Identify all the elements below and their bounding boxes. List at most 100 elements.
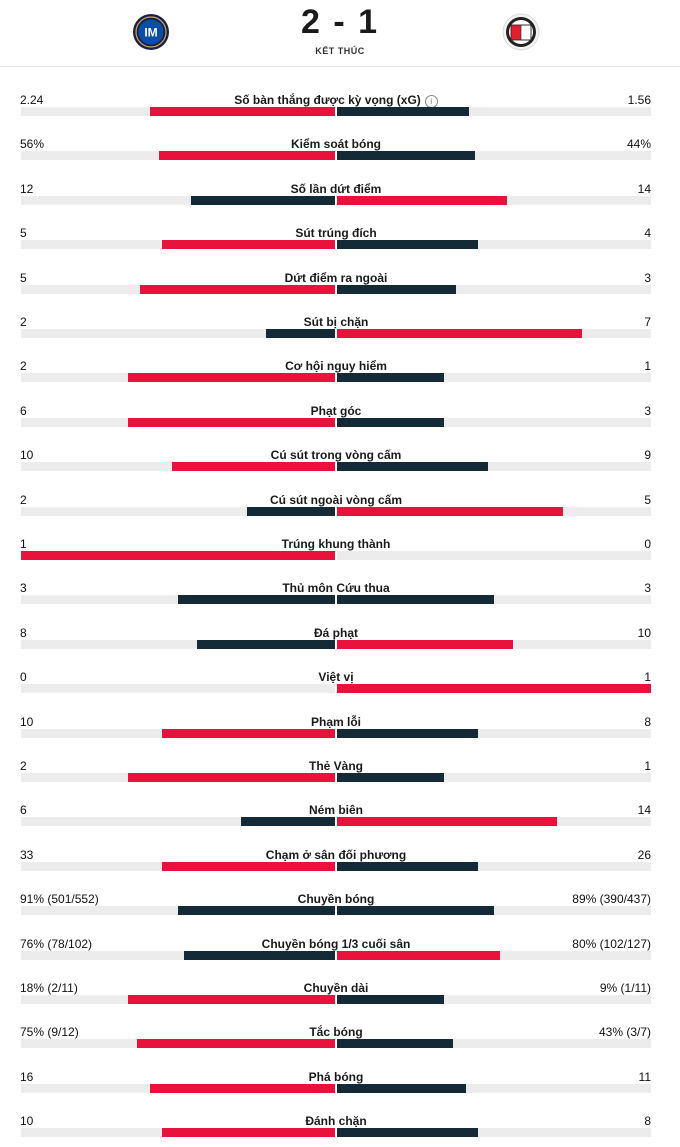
away-stat-value: 8: [644, 1114, 651, 1129]
home-stat-bar: [162, 861, 335, 871]
stat-row: 56% Kiểm soát bóng 44%: [0, 126, 680, 170]
stat-row: 10 Phạm lỗi 8: [0, 704, 680, 748]
away-stat-track: [337, 107, 651, 116]
stat-label-text: Tắc bóng: [309, 1025, 363, 1040]
away-stat-value: 0: [644, 537, 651, 551]
home-stat-track: [21, 995, 335, 1004]
stat-label: Phá bóng: [0, 1070, 672, 1084]
away-stat-bar: [337, 684, 651, 694]
away-stat-track: [337, 861, 651, 871]
stat-label: Thẻ Vàng: [0, 759, 672, 773]
home-stat-bar: [191, 195, 335, 205]
stat-label-text: Cú sút trong vòng cấm: [270, 448, 402, 463]
stat-label: Cú sút trong vòng cấm: [0, 448, 672, 462]
home-stat-track: [21, 240, 335, 250]
home-stat-bar: [21, 551, 335, 560]
away-stat-track: [337, 684, 651, 694]
home-stat-track: [21, 1039, 335, 1049]
stat-row: 16 Phá bóng 11: [0, 1059, 680, 1103]
away-stat-bar: [337, 1083, 466, 1093]
stat-label: Đánh chặn: [0, 1114, 672, 1128]
home-stat-bar: [150, 1083, 335, 1093]
away-stat-bar: [337, 506, 563, 516]
away-stat-track: [337, 595, 651, 605]
stat-row: 91% (501/552) Chuyền bóng 89% (390/437): [0, 881, 680, 925]
away-stat-value: 3: [644, 270, 651, 285]
stat-row: 12 Số lần dứt điểm 14: [0, 171, 680, 215]
match-header: IM 2 - 1 KẾT THÚC: [0, 0, 680, 67]
stat-label: Chuyền bóng: [0, 892, 672, 906]
away-stat-value: 14: [637, 181, 651, 196]
stat-label-text: Việt vị: [318, 670, 354, 685]
away-stat-track: [337, 950, 651, 960]
stat-row: 10 Cú sút trong vòng cấm 9: [0, 437, 680, 481]
away-stat-value: 1: [644, 670, 651, 685]
stat-label-text: Dứt điểm ra ngoài: [284, 270, 388, 285]
home-stat-track: [21, 373, 335, 383]
home-stat-value: 10: [20, 1114, 34, 1129]
stat-row: 2 Thẻ Vàng 1: [0, 748, 680, 792]
stat-label-text: Chuyền bóng 1/3 cuối sân: [261, 936, 411, 951]
away-stat-track: [337, 817, 651, 827]
away-stat-bar: [337, 1039, 453, 1049]
home-stat-track: [21, 195, 335, 205]
stat-row: 5 Dứt điểm ra ngoài 3: [0, 260, 680, 304]
stat-label: Phạm lỗi: [0, 715, 672, 729]
stat-label: Sút trúng đích: [0, 226, 672, 240]
home-stat-value: 2: [20, 492, 27, 507]
home-stat-bar: [197, 639, 335, 649]
home-stat-bar: [128, 995, 335, 1004]
home-stat-bar: [140, 284, 335, 294]
home-stat-track: [21, 462, 335, 472]
away-stat-track: [337, 373, 651, 383]
home-stat-bar: [266, 329, 335, 338]
away-stat-track: [337, 417, 651, 427]
away-stat-value: 43% (3/7): [598, 1025, 651, 1040]
away-stat-bar: [337, 595, 494, 605]
feyenoord-crest-icon[interactable]: [502, 13, 540, 51]
stat-label: Chạm ở sân đối phương: [0, 848, 672, 862]
home-stat-value: 6: [20, 403, 27, 418]
inter-crest-icon[interactable]: IM: [132, 13, 170, 51]
stat-row: 0 Việt vị 1: [0, 659, 680, 703]
stat-label-text: Chạm ở sân đối phương: [265, 847, 407, 862]
stat-label-text: Chuyền bóng: [297, 892, 375, 907]
stat-label: Số lần dứt điểm: [0, 182, 672, 196]
away-stat-track: [337, 195, 651, 205]
home-stat-value: 1: [20, 537, 27, 551]
home-stat-track: [21, 728, 335, 738]
stat-row: 10 Đánh chặn 8: [0, 1103, 680, 1147]
home-stat-track: [21, 773, 335, 782]
away-stat-value: 1: [644, 759, 651, 773]
away-stat-track: [337, 329, 651, 338]
home-stat-track: [21, 107, 335, 116]
stat-row: 75% (9/12) Tắc bóng 43% (3/7): [0, 1014, 680, 1058]
away-stat-track: [337, 151, 651, 161]
home-stat-track: [21, 684, 335, 694]
away-stat-value: 10: [637, 625, 651, 640]
away-stat-bar: [337, 240, 478, 250]
stat-label-text: Phá bóng: [308, 1069, 364, 1084]
home-stat-bar: [150, 107, 335, 116]
stat-label: Dứt điểm ra ngoài: [0, 271, 672, 285]
stat-label: Chuyền dài: [0, 981, 672, 995]
away-stat-track: [337, 462, 651, 472]
home-stat-bar: [172, 462, 335, 472]
home-stat-track: [21, 639, 335, 649]
home-stat-value: 5: [20, 270, 27, 285]
stat-label-text: Đánh chặn: [305, 1114, 367, 1129]
home-stat-track: [21, 817, 335, 827]
stat-label-text: Số lần dứt điểm: [290, 181, 382, 196]
stat-row: 3 Thủ môn Cứu thua 3: [0, 570, 680, 614]
home-stat-bar: [128, 373, 335, 383]
home-stat-value: 18% (2/11): [20, 981, 78, 995]
away-stat-bar: [337, 417, 444, 427]
away-stat-bar: [337, 195, 507, 205]
stat-label-text: Trúng khung thành: [281, 537, 391, 551]
away-stat-bar: [337, 906, 494, 916]
home-stat-value: 56%: [20, 137, 45, 152]
home-stat-track: [21, 417, 335, 427]
stat-row: 8 Đá phạt 10: [0, 615, 680, 659]
stat-label: Chuyền bóng 1/3 cuối sân: [0, 937, 672, 951]
stat-label: Ném biên: [0, 803, 672, 817]
